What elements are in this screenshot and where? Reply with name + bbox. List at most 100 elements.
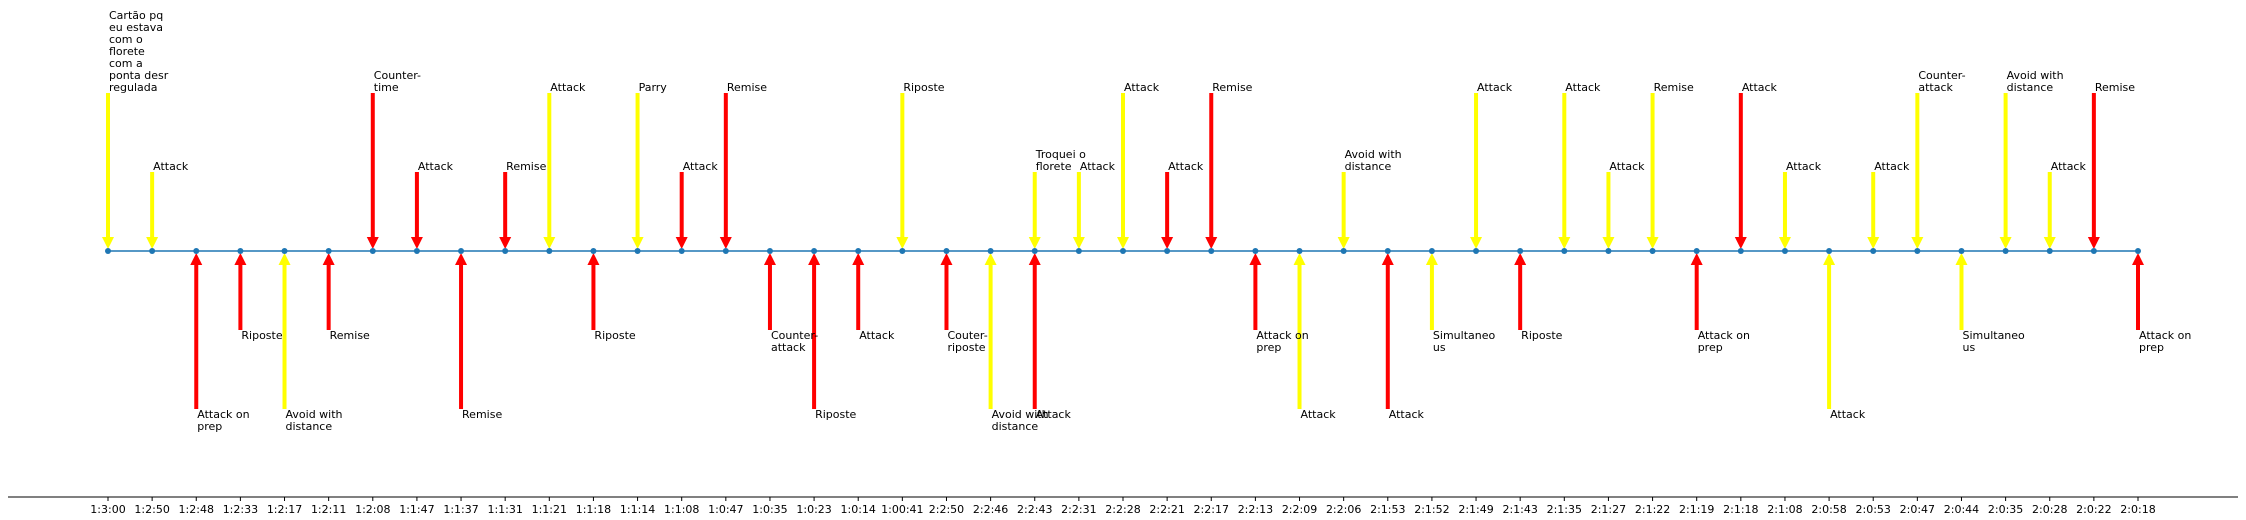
event-label: Counter-attack: [771, 329, 818, 354]
event-label: Attack: [1036, 408, 1072, 421]
event-label: Attack: [1742, 81, 1778, 94]
stem-arrowhead: [1205, 237, 1218, 249]
event-label-line: Attack: [1565, 81, 1601, 94]
stem-arrowhead: [719, 237, 732, 249]
event-label-line: Attack: [153, 160, 189, 173]
x-tick-label: 2:2:46: [973, 503, 1008, 516]
timeline-dot: [766, 248, 773, 254]
event-stem: [1249, 253, 1262, 330]
x-tick-label: 2:1:08: [1767, 503, 1802, 516]
event-label: Attack: [1609, 160, 1645, 173]
event-stem: [1867, 172, 1880, 249]
event-stem: [322, 253, 335, 330]
stem-arrowhead: [1293, 253, 1306, 265]
event-label: Attack: [1565, 81, 1601, 94]
event-label-line: Parry: [639, 81, 668, 94]
timeline-dot: [1870, 248, 1877, 254]
event-label: Attack: [1874, 160, 1910, 173]
timeline-dot: [1517, 248, 1524, 254]
stem-arrowhead: [984, 253, 997, 265]
x-tick-label: 2:0:18: [2120, 503, 2155, 516]
event-label: Avoid with distance: [286, 408, 343, 433]
x-tick-label: 1:1:31: [487, 503, 522, 516]
event-label-line: Remise: [462, 408, 502, 421]
x-tick-label: 1:0:14: [841, 503, 876, 516]
event-stem: [410, 172, 423, 249]
stem-shaft: [1032, 172, 1037, 237]
event-label-line: Attack: [1124, 81, 1160, 94]
event-label: Riposte: [1521, 329, 1562, 342]
event-label: Attack: [1080, 160, 1116, 173]
timeline-dot: [1737, 248, 1744, 254]
event-label-line: Avoid with: [992, 408, 1049, 421]
event-label-line: Remise: [727, 81, 767, 94]
event-label-line: Attack: [1168, 160, 1204, 173]
timeline-dot: [1428, 248, 1435, 254]
event-label: Attack: [1168, 160, 1204, 173]
event-label-line: distance: [1345, 160, 1392, 173]
timeline-dot: [1826, 248, 1833, 254]
x-tick-label: 2:2:21: [1149, 503, 1184, 516]
stem-shaft: [370, 93, 375, 237]
event-label: Attack on prep: [197, 408, 249, 433]
event-stem: [675, 172, 688, 249]
x-tick-label: 2:1:52: [1414, 503, 1449, 516]
event-label-line: us: [1962, 341, 1975, 354]
x-tick-label: 2:0:53: [1856, 503, 1891, 516]
event-label: Attack: [1786, 160, 1822, 173]
event-label-line: Couter-: [947, 329, 987, 342]
event-stem: [1205, 93, 1218, 249]
event-stem: [808, 253, 821, 409]
event-label: Attack: [1477, 81, 1513, 94]
stem-arrowhead: [102, 237, 114, 249]
x-tick-label: 2:2:50: [929, 503, 964, 516]
event-label-line: Attack on: [197, 408, 249, 421]
stem-shaft: [1121, 93, 1125, 237]
stem-arrowhead: [1646, 237, 1659, 249]
x-tick-label: 1:0:23: [796, 503, 831, 516]
event-label-line: Attack: [550, 81, 586, 94]
event-label: Avoid with distance: [2007, 69, 2064, 94]
stem-shaft: [1782, 172, 1787, 237]
stem-shaft: [1385, 265, 1390, 409]
timeline-dot: [1914, 248, 1921, 254]
stem-shaft: [414, 172, 419, 237]
event-label: Avoid with distance: [992, 408, 1049, 433]
event-stem: [1381, 253, 1394, 409]
timeline-dot: [899, 248, 906, 254]
stem-arrowhead: [675, 237, 688, 249]
stem-shaft: [1341, 172, 1346, 237]
stem-arrowhead: [1425, 253, 1438, 265]
event-label: Attack: [2051, 160, 2087, 173]
timeline-dot: [1296, 248, 1303, 254]
stem-shaft: [282, 265, 287, 409]
event-label-line: Attack: [1609, 160, 1645, 173]
event-label-line: Attack on: [1256, 329, 1308, 342]
timeline-dot: [855, 248, 862, 254]
stem-shaft: [1032, 265, 1037, 409]
event-label-line: com a: [109, 57, 143, 70]
x-tick-label: 1:2:48: [179, 503, 214, 516]
stem-shaft: [194, 265, 199, 409]
event-label: Attack on prep: [1256, 329, 1308, 354]
stem-arrowhead: [410, 237, 423, 249]
event-stem: [1161, 172, 1174, 249]
stem-shaft: [1474, 93, 1479, 237]
stem-shaft: [1650, 93, 1655, 237]
stem-arrowhead: [1867, 237, 1880, 249]
x-tick-label: 2:2:06: [1326, 503, 1361, 516]
event-stem: [852, 253, 865, 330]
stem-arrowhead: [587, 253, 600, 265]
event-stem: [234, 253, 247, 330]
timeline-dot: [1693, 248, 1700, 254]
x-tick-label: 2:0:44: [1944, 503, 1979, 516]
timeline-dot: [722, 248, 729, 254]
timeline-dot: [546, 248, 553, 254]
x-tick-label: 1:2:33: [223, 503, 258, 516]
event-stem: [2043, 172, 2056, 249]
x-tick-label: 1:2:08: [355, 503, 390, 516]
event-label-line: Cartão pq: [109, 9, 163, 22]
event-stem: [940, 253, 953, 330]
x-tick-label: 2:0:47: [1900, 503, 1935, 516]
event-label: Attack: [418, 160, 454, 173]
